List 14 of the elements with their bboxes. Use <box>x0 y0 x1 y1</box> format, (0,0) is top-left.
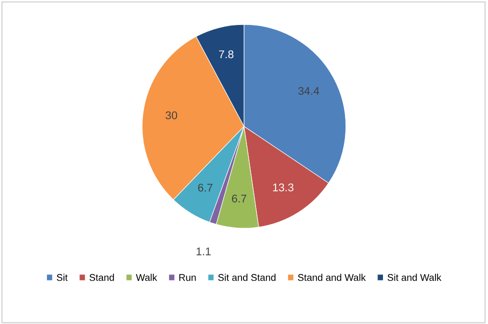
data-label: 6.7 <box>198 184 212 192</box>
data-label: 1.1 <box>196 248 211 256</box>
legend-label: Sit and Stand <box>218 274 276 281</box>
legend-label: Walk <box>136 274 158 281</box>
legend-label: Stand and Walk <box>298 274 366 281</box>
legend-label: Sit <box>56 274 68 281</box>
data-label: 7.8 <box>219 50 234 58</box>
data-label: 13.3 <box>273 184 294 192</box>
data-label: 6.7 <box>232 194 246 202</box>
legend-label: Run <box>179 274 196 281</box>
data-label: 30 <box>166 111 178 120</box>
data-label: 34.4 <box>298 86 320 95</box>
legend-label: Sit and Walk <box>388 274 442 281</box>
legend-label: Stand <box>90 274 114 281</box>
